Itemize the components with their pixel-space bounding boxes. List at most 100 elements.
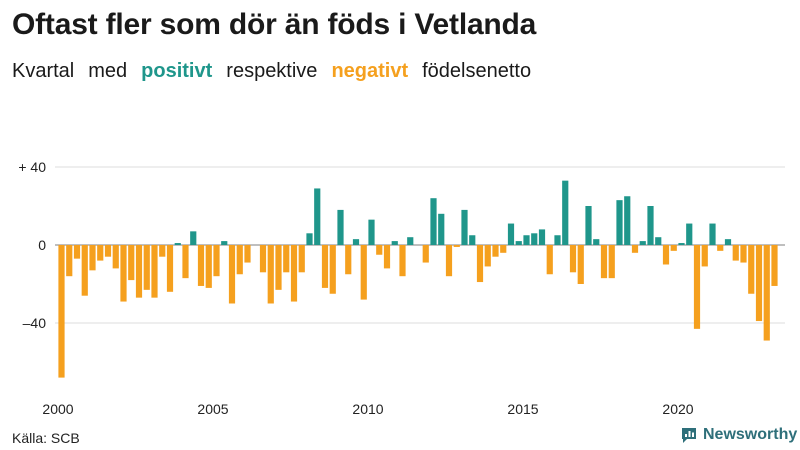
bar	[143, 245, 150, 290]
x-tick-label: 2020	[662, 401, 693, 417]
bar	[469, 235, 476, 245]
bar	[701, 245, 708, 267]
y-tick-label: 0	[38, 237, 46, 253]
bar	[717, 245, 724, 251]
bar	[383, 245, 391, 269]
bar	[236, 245, 243, 275]
bar	[197, 245, 205, 286]
x-tick-label: 2005	[197, 401, 228, 417]
bar	[740, 245, 747, 263]
bar	[523, 235, 530, 245]
bar	[554, 235, 561, 245]
bar	[151, 245, 158, 298]
x-tick-label: 2010	[352, 401, 383, 417]
bar	[453, 245, 460, 247]
bar	[670, 245, 677, 251]
bar	[128, 245, 135, 281]
bar	[484, 245, 491, 267]
bar	[81, 245, 88, 296]
bar	[174, 243, 181, 245]
x-tick-label: 2000	[42, 401, 73, 417]
bar	[562, 180, 569, 245]
bar	[631, 245, 639, 253]
bar	[159, 245, 166, 257]
bar	[577, 245, 584, 284]
subtitle-word: respektive	[226, 60, 318, 82]
bar	[58, 245, 65, 378]
bar	[724, 239, 732, 245]
bar	[352, 239, 360, 245]
bar	[500, 245, 507, 253]
bar	[120, 245, 127, 302]
bar	[655, 237, 662, 245]
bar	[608, 245, 615, 279]
bar	[112, 245, 119, 269]
bar	[531, 233, 538, 245]
bar	[407, 237, 414, 245]
bar	[314, 188, 321, 245]
bar	[205, 245, 212, 288]
bar	[190, 231, 197, 245]
bar-chart-icon	[682, 428, 696, 443]
bar	[267, 245, 274, 304]
bar	[97, 245, 104, 261]
x-tick-label: 2015	[507, 401, 538, 417]
bar	[593, 239, 600, 245]
bar	[763, 245, 770, 341]
subtitle-word: Kvartal	[12, 60, 75, 82]
y-tick-label: –40	[23, 315, 47, 331]
bar	[213, 245, 220, 277]
bar	[283, 245, 290, 273]
bar	[662, 245, 670, 265]
bar	[538, 229, 546, 245]
bar	[259, 245, 267, 273]
bar	[321, 245, 329, 288]
bar	[639, 241, 646, 245]
bar	[221, 241, 228, 245]
bar	[135, 245, 143, 298]
y-tick-label: + 40	[18, 159, 46, 175]
bar	[298, 245, 305, 273]
bar	[391, 241, 398, 245]
bar	[368, 219, 375, 245]
bar	[228, 245, 236, 304]
bar	[709, 223, 716, 245]
bar	[430, 198, 437, 245]
bar	[329, 245, 336, 294]
bar	[166, 245, 174, 292]
bar	[438, 213, 445, 245]
bar	[244, 245, 251, 263]
bar	[66, 245, 73, 277]
bar	[693, 245, 701, 329]
bar	[376, 245, 383, 255]
bar	[73, 245, 81, 259]
bar	[647, 206, 654, 245]
subtitle-negative: negativt	[331, 60, 409, 82]
bar	[569, 245, 577, 273]
bar	[546, 245, 553, 275]
source-label: Källa: SCB	[12, 430, 80, 446]
bar	[600, 245, 608, 279]
bar	[182, 245, 189, 279]
bar	[755, 245, 763, 322]
bar	[345, 245, 352, 275]
bar	[771, 245, 778, 286]
bar	[290, 245, 298, 302]
bar	[678, 243, 685, 245]
bar	[360, 245, 367, 300]
subtitle-word: med	[88, 60, 128, 82]
bar	[624, 196, 631, 245]
bar	[732, 245, 739, 261]
bar	[686, 223, 693, 245]
bar	[104, 245, 112, 257]
bar	[422, 245, 429, 263]
bar	[585, 206, 592, 245]
bar	[306, 233, 313, 245]
chart-subtitle: Kvartal med positivt respektive negativt föde…	[12, 60, 531, 83]
bar	[492, 245, 499, 257]
bar	[507, 223, 515, 245]
bar	[275, 245, 282, 290]
bar	[476, 245, 484, 283]
bar	[89, 245, 96, 271]
